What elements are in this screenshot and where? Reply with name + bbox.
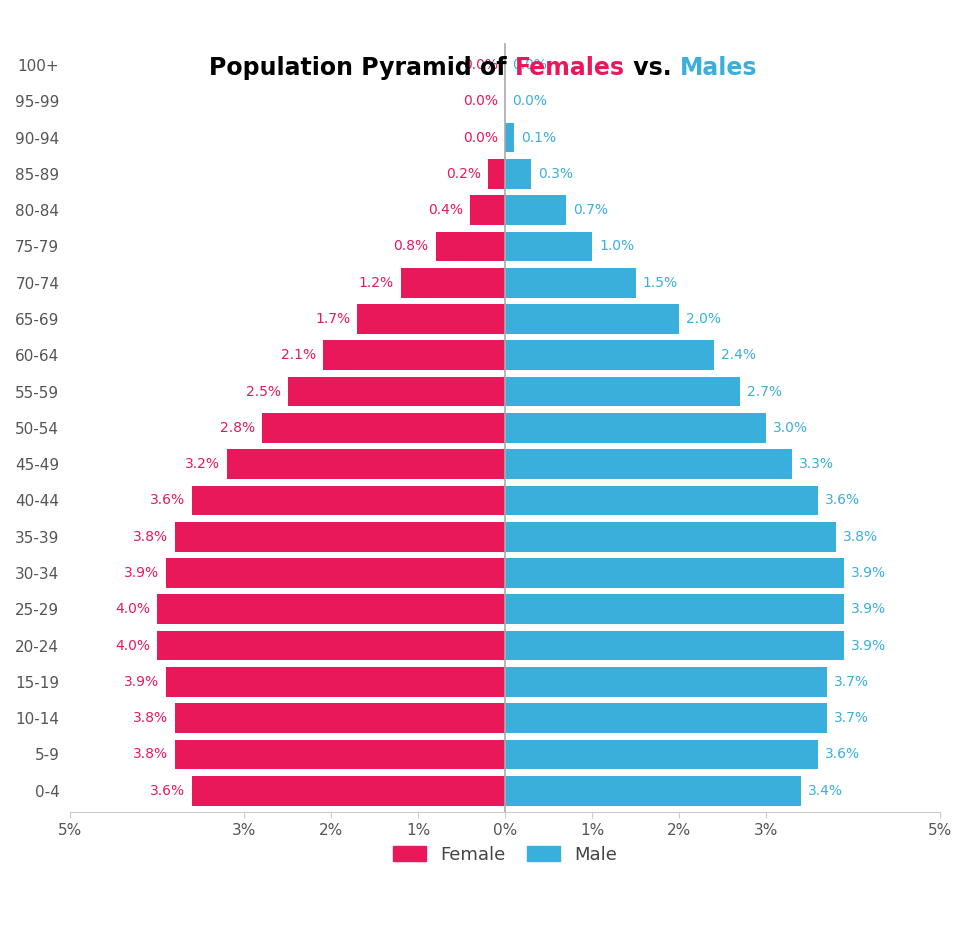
Text: 4.0%: 4.0% [115,638,151,652]
Text: 3.9%: 3.9% [124,675,160,689]
Text: 3.3%: 3.3% [799,457,834,471]
Text: 2.4%: 2.4% [720,348,756,362]
Text: 3.9%: 3.9% [851,566,887,580]
Bar [166,667,505,697]
Text: 3.2%: 3.2% [185,457,220,471]
Text: 0.0%: 0.0% [463,131,498,145]
Bar [505,305,679,334]
Text: 3.6%: 3.6% [150,494,186,508]
Bar [505,522,835,552]
Bar [505,703,827,733]
Text: Females: Females [515,55,626,80]
Text: 3.0%: 3.0% [773,421,808,435]
Bar [505,776,801,806]
Bar [505,558,844,588]
Text: 0.8%: 0.8% [394,240,428,254]
Bar [505,667,827,697]
Bar [158,631,505,661]
Text: 2.1%: 2.1% [280,348,315,362]
Text: 3.4%: 3.4% [807,784,842,798]
Bar [192,776,505,806]
Text: 2.8%: 2.8% [220,421,254,435]
Bar [288,377,505,406]
Text: 3.8%: 3.8% [132,747,168,761]
Text: 3.7%: 3.7% [834,712,868,725]
Bar [505,159,531,189]
Text: 2.5%: 2.5% [246,384,280,399]
Bar [505,631,844,661]
Bar [505,740,818,769]
Bar [175,703,505,733]
Bar [166,558,505,588]
Bar [505,486,818,515]
Text: vs.: vs. [626,55,680,80]
Text: 0.0%: 0.0% [463,58,498,72]
Bar [262,413,505,443]
Bar [487,159,505,189]
Bar [401,268,505,298]
Bar [505,413,766,443]
Text: 3.9%: 3.9% [124,566,160,580]
Bar [505,231,592,261]
Text: 3.9%: 3.9% [851,603,887,617]
Text: 0.1%: 0.1% [521,131,556,145]
Bar [435,231,505,261]
Text: 3.8%: 3.8% [132,530,168,543]
Text: 0.0%: 0.0% [463,94,498,108]
Bar [505,340,714,370]
Text: Males: Males [680,55,757,80]
Text: 2.0%: 2.0% [686,312,721,326]
Text: 0.2%: 0.2% [446,166,481,180]
Bar [192,486,505,515]
Bar [175,740,505,769]
Bar [358,305,505,334]
Text: Population Pyramid of: Population Pyramid of [210,55,515,80]
Text: 0.0%: 0.0% [513,94,547,108]
Text: 1.7%: 1.7% [315,312,350,326]
Bar [505,196,566,225]
Text: 3.6%: 3.6% [150,784,186,798]
Text: 3.7%: 3.7% [834,675,868,689]
Bar [505,122,513,152]
Bar [158,594,505,624]
Text: 3.9%: 3.9% [851,638,887,652]
Text: 2.7%: 2.7% [747,384,782,399]
Text: 0.0%: 0.0% [513,58,547,72]
Text: 3.6%: 3.6% [825,494,861,508]
Text: 3.6%: 3.6% [825,747,861,761]
Text: 1.5%: 1.5% [642,275,678,290]
Bar [505,449,792,479]
Text: 0.4%: 0.4% [428,203,463,217]
Bar [505,377,740,406]
Bar [470,196,505,225]
Text: 3.8%: 3.8% [842,530,878,543]
Text: 3.8%: 3.8% [132,712,168,725]
Bar [505,268,635,298]
Bar [227,449,505,479]
Text: 4.0%: 4.0% [115,603,151,617]
Bar [323,340,505,370]
Bar [175,522,505,552]
Text: 1.0%: 1.0% [600,240,634,254]
Bar [505,594,844,624]
Text: 1.2%: 1.2% [359,275,394,290]
Legend: Female, Male: Female, Male [384,837,626,872]
Text: 0.7%: 0.7% [573,203,608,217]
Text: 0.3%: 0.3% [539,166,573,180]
